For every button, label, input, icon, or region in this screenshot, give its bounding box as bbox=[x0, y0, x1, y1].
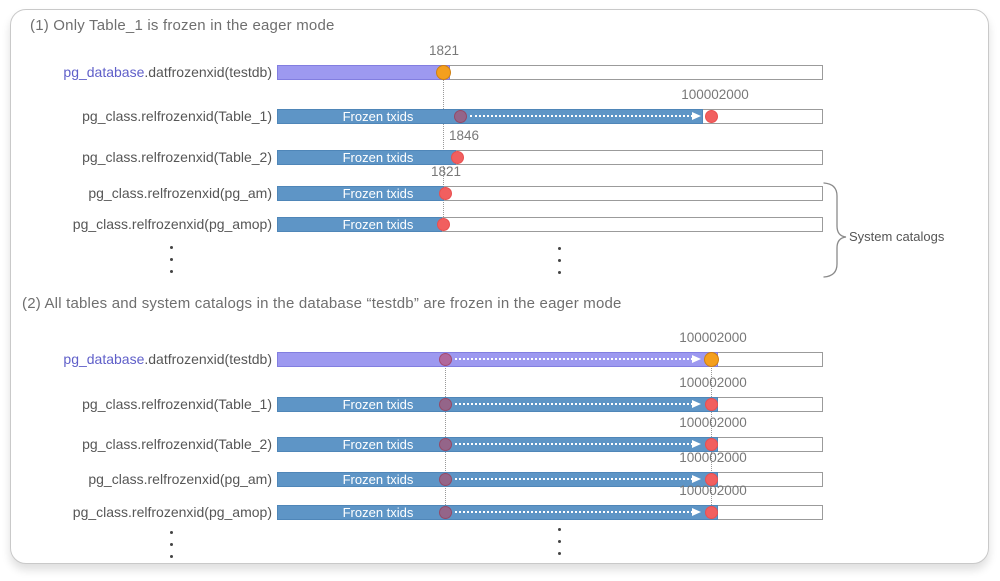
txid-dot-red bbox=[704, 438, 718, 451]
row-label: pg_class.relfrozenxid(Table_2) bbox=[82, 149, 272, 165]
ellipsis-dots bbox=[557, 528, 561, 564]
advance-arrow bbox=[470, 115, 693, 117]
advance-arrow bbox=[455, 511, 693, 513]
frozen-txids-label: Frozen txids bbox=[342, 109, 414, 124]
section1-title: (1) Only Table_1 is frozen in the eager … bbox=[30, 17, 335, 34]
diagram-card bbox=[10, 9, 989, 564]
section2-title: (2) All tables and system catalogs in th… bbox=[22, 295, 622, 312]
txid-dot-red bbox=[704, 398, 718, 411]
system-catalogs-brace bbox=[815, 180, 860, 287]
txid-dot-red bbox=[450, 151, 464, 164]
frozen-txids-label: Frozen txids bbox=[342, 472, 414, 487]
advance-arrow bbox=[455, 358, 693, 360]
row-label: pg_class.relfrozenxid(pg_amop) bbox=[72, 216, 272, 232]
txid-dot-muted bbox=[438, 353, 452, 366]
arrow-head-icon bbox=[692, 475, 701, 483]
row-label: pg_database.datfrozenxid(testdb) bbox=[63, 64, 272, 80]
row-label: pg_class.relfrozenxid(Table_2) bbox=[82, 436, 272, 452]
txid-value-label: 100002000 bbox=[679, 415, 747, 430]
row-label: pg_database.datfrozenxid(testdb) bbox=[63, 351, 272, 367]
row-label: pg_class.relfrozenxid(pg_amop) bbox=[72, 504, 272, 520]
txid-dot-muted bbox=[438, 438, 452, 451]
txid-value-label: 1846 bbox=[448, 128, 480, 143]
arrow-head-icon bbox=[692, 400, 701, 408]
ellipsis-dots bbox=[557, 247, 561, 283]
frozen-txids-label: Frozen txids bbox=[342, 505, 414, 520]
advance-arrow bbox=[455, 403, 693, 405]
txid-bar bbox=[277, 65, 450, 80]
arrow-head-icon bbox=[692, 508, 701, 516]
txid-bar: Frozen txids bbox=[277, 186, 444, 201]
frozen-txids-label: Frozen txids bbox=[342, 217, 414, 232]
frozen-txids-label: Frozen txids bbox=[342, 437, 414, 452]
txid-dot-orange bbox=[703, 352, 719, 367]
txid-value-label: 100002000 bbox=[679, 450, 747, 465]
frozen-txids-label: Frozen txids bbox=[342, 150, 414, 165]
txid-dot-muted bbox=[438, 506, 452, 519]
txid-dot-muted bbox=[438, 398, 452, 411]
txid-dot-red bbox=[704, 473, 718, 486]
advance-arrow bbox=[455, 443, 693, 445]
row-label-prefix: pg_database bbox=[63, 351, 145, 367]
frozen-txids-label: Frozen txids bbox=[342, 397, 414, 412]
row-label: pg_class.relfrozenxid(pg_am) bbox=[88, 185, 272, 201]
txid-value-label: 100002000 bbox=[679, 375, 747, 390]
txid-value-label: 100002000 bbox=[679, 330, 747, 345]
txid-dot-red bbox=[704, 110, 718, 123]
txid-dot-red bbox=[438, 187, 452, 200]
txid-bar: Frozen txids bbox=[277, 217, 442, 232]
arrow-head-icon bbox=[692, 112, 701, 120]
ellipsis-dots bbox=[169, 246, 173, 282]
txid-value-label: 1821 bbox=[430, 164, 462, 179]
arrow-head-icon bbox=[692, 440, 701, 448]
txid-dot-muted bbox=[438, 473, 452, 486]
txid-bar: Frozen txids bbox=[277, 150, 456, 165]
advance-arrow bbox=[455, 478, 693, 480]
txid-dot-orange bbox=[435, 65, 451, 80]
arrow-head-icon bbox=[692, 355, 701, 363]
ellipsis-dots bbox=[169, 531, 173, 567]
txid-value-label: 100002000 bbox=[679, 483, 747, 498]
txid-value-label: 1821 bbox=[428, 43, 460, 58]
txid-dot-red bbox=[436, 218, 450, 231]
system-catalogs-label: System catalogs bbox=[849, 229, 945, 244]
frozen-txids-label: Frozen txids bbox=[342, 186, 414, 201]
row-label: pg_class.relfrozenxid(Table_1) bbox=[82, 396, 272, 412]
row-label-prefix: pg_database bbox=[63, 64, 145, 80]
txid-dot-red bbox=[704, 506, 718, 519]
txid-value-label: 100002000 bbox=[681, 87, 749, 102]
row-label: pg_class.relfrozenxid(pg_am) bbox=[88, 471, 272, 487]
txid-dot-muted bbox=[453, 110, 467, 123]
row-label: pg_class.relfrozenxid(Table_1) bbox=[82, 108, 272, 124]
